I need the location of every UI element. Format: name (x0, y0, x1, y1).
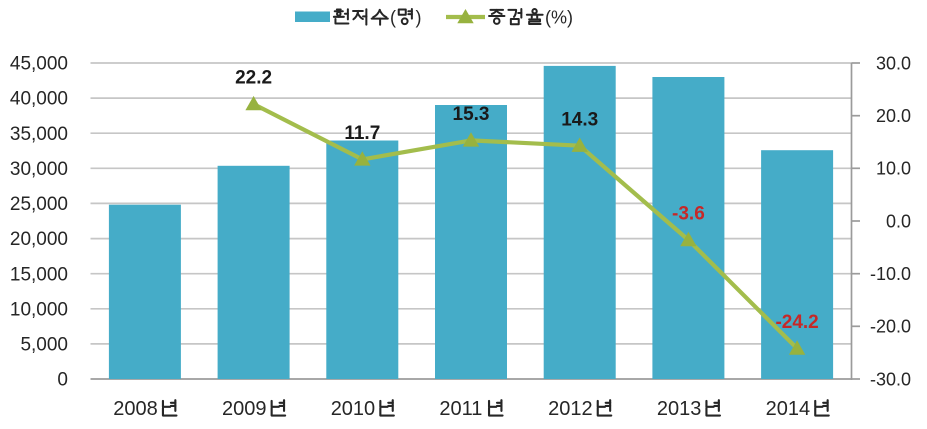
svg-text:20,000: 20,000 (10, 229, 68, 250)
svg-text:10,000: 10,000 (10, 299, 68, 320)
svg-text:45,000: 45,000 (10, 54, 68, 75)
svg-text:30,000: 30,000 (10, 159, 68, 180)
svg-text:30.0: 30.0 (876, 53, 911, 73)
svg-text:25,000: 25,000 (10, 194, 68, 215)
svg-text:(%): (%) (545, 7, 573, 27)
svg-text:20.0: 20.0 (876, 106, 911, 126)
svg-text:2012: 2012 (548, 398, 593, 420)
svg-text:35,000: 35,000 (10, 124, 68, 145)
svg-text:15.3: 15.3 (453, 104, 490, 125)
svg-text:11.7: 11.7 (344, 123, 380, 144)
svg-text:2010: 2010 (331, 398, 376, 420)
svg-text:5,000: 5,000 (20, 335, 68, 356)
svg-text:-24.2: -24.2 (775, 312, 818, 333)
svg-text:40,000: 40,000 (10, 89, 68, 110)
svg-text:-10.0: -10.0 (870, 264, 911, 284)
svg-text:-30.0: -30.0 (870, 369, 911, 389)
svg-text:0.0: 0.0 (886, 211, 911, 231)
svg-text:2008: 2008 (113, 398, 158, 420)
svg-text:2014: 2014 (766, 398, 811, 420)
svg-text:2013: 2013 (657, 398, 702, 420)
svg-text:10.0: 10.0 (876, 159, 911, 179)
svg-text:(: ( (390, 7, 396, 27)
svg-text:14.3: 14.3 (561, 109, 598, 130)
svg-text:15,000: 15,000 (10, 264, 68, 285)
svg-text:2011: 2011 (439, 398, 482, 420)
svg-text:): ) (416, 7, 422, 27)
svg-text:2009: 2009 (222, 398, 267, 420)
svg-text:0: 0 (57, 370, 68, 391)
svg-text:-3.6: -3.6 (672, 204, 705, 225)
svg-text:22.2: 22.2 (235, 68, 272, 89)
svg-text:-20.0: -20.0 (870, 317, 911, 337)
